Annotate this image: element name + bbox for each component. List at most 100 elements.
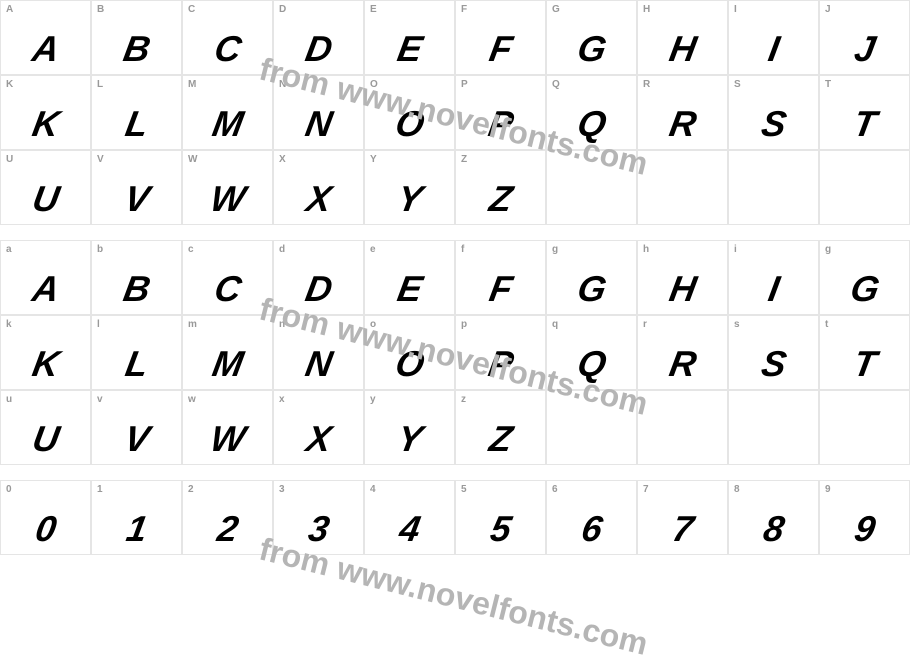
key-label: y [370, 394, 376, 405]
glyph-display: L [88, 103, 184, 145]
glyph-display: C [179, 28, 275, 70]
glyph-display: F [452, 28, 548, 70]
key-label: 8 [734, 484, 740, 495]
glyph-display: A [0, 268, 94, 310]
glyph-cell: WW [182, 150, 273, 225]
glyph-cell: GG [546, 0, 637, 75]
glyph-cell: 00 [0, 480, 91, 555]
glyph-display: R [634, 343, 730, 385]
glyph-cell: eE [364, 240, 455, 315]
key-label: V [97, 154, 104, 165]
glyph-cell: VV [91, 150, 182, 225]
glyph-cell [637, 150, 728, 225]
key-label: n [279, 319, 285, 330]
glyph-cell: EE [364, 0, 455, 75]
glyph-cell: qQ [546, 315, 637, 390]
key-label: F [461, 4, 467, 15]
glyph-cell: 66 [546, 480, 637, 555]
glyph-cell: 99 [819, 480, 910, 555]
glyph-display: W [179, 418, 275, 460]
glyph-cell: CC [182, 0, 273, 75]
glyph-cell: 44 [364, 480, 455, 555]
glyph-display: T [816, 343, 911, 385]
glyph-cell: RR [637, 75, 728, 150]
glyph-cell: xX [273, 390, 364, 465]
key-label: 1 [97, 484, 103, 495]
glyph-display: V [88, 418, 184, 460]
glyph-cell: SS [728, 75, 819, 150]
key-label: 6 [552, 484, 558, 495]
key-label: B [97, 4, 104, 15]
glyph-cell: QQ [546, 75, 637, 150]
glyph-display: Z [452, 418, 548, 460]
glyph-cell: PP [455, 75, 546, 150]
glyph-cell: NN [273, 75, 364, 150]
glyph-cell: 88 [728, 480, 819, 555]
key-label: l [97, 319, 100, 330]
glyph-cell: 55 [455, 480, 546, 555]
key-label: N [279, 79, 286, 90]
glyph-display: G [543, 28, 639, 70]
glyph-display: U [0, 418, 94, 460]
glyph-cell [728, 150, 819, 225]
glyph-cell: kK [0, 315, 91, 390]
glyph-display: 7 [634, 508, 730, 550]
glyph-cell: vV [91, 390, 182, 465]
glyph-cell: HH [637, 0, 728, 75]
key-label: g [552, 244, 558, 255]
key-label: m [188, 319, 197, 330]
glyph-cell [637, 390, 728, 465]
glyph-display: M [179, 103, 275, 145]
key-label: h [643, 244, 649, 255]
glyph-display: 3 [270, 508, 366, 550]
key-label: r [643, 319, 647, 330]
glyph-cell: 11 [91, 480, 182, 555]
glyph-display: E [361, 268, 457, 310]
glyph-display: P [452, 103, 548, 145]
glyph-display: K [0, 343, 94, 385]
glyph-display: V [88, 178, 184, 220]
glyph-display: L [88, 343, 184, 385]
glyph-cell: YY [364, 150, 455, 225]
glyph-display: O [361, 343, 457, 385]
glyph-display: I [725, 28, 821, 70]
glyph-display: G [543, 268, 639, 310]
glyph-section: aAbBcCdDeEfFgGhHiIgGkKlLmMnNoOpPqQrRsStT… [0, 240, 910, 465]
glyph-display: Q [543, 103, 639, 145]
glyph-display: N [270, 103, 366, 145]
key-label: K [6, 79, 13, 90]
key-label: W [188, 154, 197, 165]
key-label: k [6, 319, 12, 330]
key-label: L [97, 79, 103, 90]
key-label: D [279, 4, 286, 15]
glyph-cell: iI [728, 240, 819, 315]
glyph-cell: ZZ [455, 150, 546, 225]
key-label: P [461, 79, 468, 90]
key-label: o [370, 319, 376, 330]
glyph-cell: gG [546, 240, 637, 315]
glyph-cell: OO [364, 75, 455, 150]
glyph-cell [546, 390, 637, 465]
glyph-cell: gG [819, 240, 910, 315]
key-label: x [279, 394, 285, 405]
glyph-section: AABBCCDDEEFFGGHHIIJJKKLLMMNNOOPPQQRRSSTT… [0, 0, 910, 225]
key-label: 7 [643, 484, 649, 495]
glyph-cell: MM [182, 75, 273, 150]
key-label: H [643, 4, 650, 15]
glyph-display: 9 [816, 508, 911, 550]
glyph-display: M [179, 343, 275, 385]
glyph-display: H [634, 268, 730, 310]
key-label: S [734, 79, 741, 90]
key-label: 5 [461, 484, 467, 495]
key-label: M [188, 79, 196, 90]
glyph-cell [819, 150, 910, 225]
glyph-cell: JJ [819, 0, 910, 75]
key-label: w [188, 394, 196, 405]
glyph-display: Q [543, 343, 639, 385]
key-label: 3 [279, 484, 285, 495]
glyph-display: 1 [88, 508, 184, 550]
glyph-display: 4 [361, 508, 457, 550]
glyph-cell: hH [637, 240, 728, 315]
key-label: f [461, 244, 464, 255]
glyph-display: B [88, 268, 184, 310]
